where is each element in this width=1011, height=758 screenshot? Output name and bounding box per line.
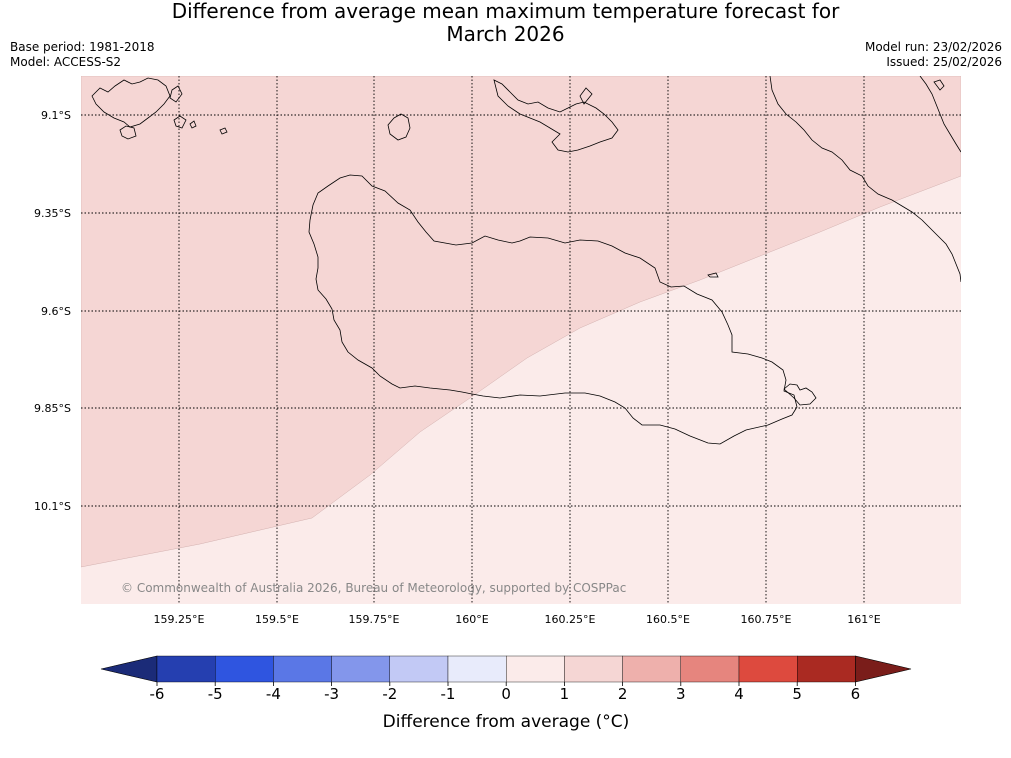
lat-label: 10.1°S [34,500,71,513]
coastline-russell-3 [173,115,187,129]
lon-label: 160.5°E [646,613,690,626]
colorbar-swatch [214,655,274,683]
coastline-east-isles [783,383,817,406]
lat-label: 9.85°S [34,402,71,415]
colorbar-tick-label: 0 [501,685,511,703]
colorbar-swatch [680,655,740,683]
title-line-1: Difference from average mean maximum tem… [171,0,840,23]
coastline-russell-5 [189,120,197,129]
colorbar: -6 -5 -4 -3 -2 -1 0 1 2 3 4 5 6 [100,655,912,703]
colorbar-swatch [564,655,623,683]
coastlines [91,76,961,445]
lon-label: 159.5°E [255,613,299,626]
colorbar-tick-label: 4 [734,685,744,703]
colorbar-tick-label: 6 [851,685,861,703]
colorbar-swatch [273,655,332,683]
map-title: Difference from average mean maximum tem… [0,0,1011,46]
lon-label: 160.25°E [545,613,596,626]
lon-label: 160.75°E [741,613,792,626]
coastline-islet [707,272,719,278]
title-line-2: March 2026 [446,22,565,46]
coastline-russell-1 [91,77,171,128]
coastline-guadalcanal [308,174,798,445]
copyright-notice: © Commonwealth of Australia 2026, Bureau… [121,581,626,595]
lat-label: 9.1°S [41,109,71,122]
colorbar-over-arrow [855,655,912,683]
model-run: Model run: 23/02/2026 [864,40,1002,54]
colorbar-swatch [506,655,565,683]
colorbar-tick-label: 3 [676,685,686,703]
coastline-malaita-north [919,76,961,153]
colorbar-swatch [738,655,798,683]
colorbar-swatch [447,655,507,683]
colorbar-swatch [331,655,391,683]
colorbar-swatch [389,655,449,683]
meta-right: Model run: 23/02/2026 Issued: 25/02/2026 [865,40,1002,70]
colorbar-tick-label: -6 [150,685,165,703]
base-period: Base period: 1981-2018 [10,40,155,54]
issued-date: Issued: 25/02/2026 [886,55,1002,69]
region-high-anomaly [81,76,961,568]
coastline-nggela-2 [579,87,593,105]
colorbar-tick-label: 1 [560,685,570,703]
colorbar-label: Difference from average (°C) [383,712,630,732]
lat-label: 9.6°S [41,305,71,318]
coastline-russell-6 [219,127,228,135]
coastline-nggela [493,79,619,153]
colorbar-under-arrow [100,655,158,683]
gridlines [81,76,961,604]
coastline-russell-4 [119,125,137,140]
colorbar-tick-label: 2 [618,685,628,703]
colorbar-swatch [622,655,681,683]
lon-label: 159.25°E [154,613,205,626]
meta-left: Base period: 1981-2018 Model: ACCESS-S2 [10,40,155,70]
coastline-malaita [769,76,961,283]
model-name: Model: ACCESS-S2 [10,55,122,69]
colorbar-tick-label: -2 [382,685,397,703]
coastline-malaita-north-2 [933,79,945,91]
lon-label: 161°E [847,613,880,626]
colorbar-swatch [797,655,856,683]
colorbar-tick-label: -4 [266,685,281,703]
colorbar-swatch [156,655,216,683]
colorbar-tick-label: 5 [792,685,802,703]
lon-label: 160°E [455,613,488,626]
lat-label: 9.35°S [34,207,71,220]
colorbar-tick-label: -3 [324,685,339,703]
colorbar-tick-label: -5 [208,685,223,703]
colorbar-tick-label: -1 [441,685,456,703]
lon-label: 159.75°E [349,613,400,626]
